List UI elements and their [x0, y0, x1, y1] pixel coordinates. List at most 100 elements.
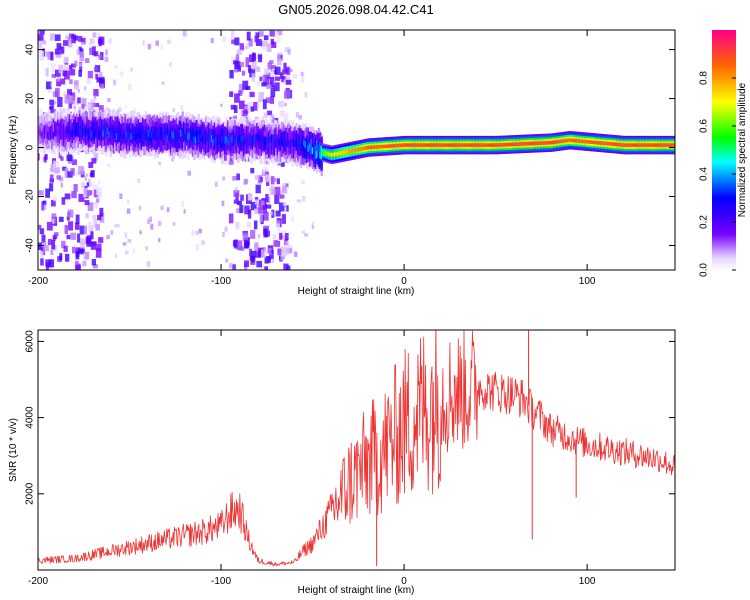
- ridge-cell: [196, 132, 199, 140]
- noise-cell: [261, 82, 267, 87]
- noise-cell: [61, 240, 66, 249]
- ridge-cell: [568, 138, 571, 143]
- ridge-cell: [592, 140, 596, 145]
- ridge-cell: [79, 130, 82, 138]
- ridge-cell: [469, 143, 473, 147]
- ridge-cell: [276, 138, 279, 152]
- noise-cell: [281, 246, 287, 257]
- noise-cell: [263, 68, 270, 77]
- ridge-cell: [96, 130, 99, 138]
- noise-cell: [272, 234, 277, 239]
- noise-cell: [63, 40, 69, 46]
- noise-cell: [238, 83, 244, 94]
- ridge-cell: [515, 142, 518, 147]
- noise-cell: [95, 73, 99, 80]
- noise-cell: [127, 199, 130, 204]
- ridge-cell: [146, 133, 149, 141]
- noise-cell: [304, 91, 308, 98]
- ridge-cell: [45, 126, 48, 134]
- noise-cell: [90, 231, 94, 240]
- noise-cell: [147, 43, 152, 50]
- colorbar-tick-label: 0.0: [699, 263, 710, 277]
- ridge-cell: [147, 129, 151, 137]
- ridge-cell: [275, 133, 278, 148]
- ridge-cell: [623, 143, 626, 147]
- ridge-cell: [87, 130, 90, 138]
- noise-cell: [87, 202, 94, 212]
- noise-cell: [60, 156, 64, 161]
- ridge-cell: [159, 128, 162, 136]
- noise-cell: [69, 65, 73, 70]
- ridge-cell: [68, 122, 71, 137]
- ridge-cell: [141, 125, 145, 140]
- noise-cell: [64, 167, 69, 178]
- ridge-cell: [540, 141, 543, 145]
- noise-cell: [130, 67, 133, 72]
- ridge-cell: [409, 143, 413, 147]
- noise-cell: [54, 232, 59, 237]
- ridge-cell: [71, 122, 74, 137]
- ridge-cell: [253, 133, 256, 140]
- noise-cell: [89, 172, 94, 177]
- noise-cell: [300, 77, 305, 83]
- y-tick-label: 20: [25, 93, 36, 105]
- noise-cell: [41, 201, 45, 211]
- noise-cell: [105, 106, 109, 111]
- ridge-cell: [108, 131, 111, 139]
- ridge-cell: [262, 137, 265, 151]
- ridge-cell: [166, 135, 170, 143]
- noise-cell: [75, 214, 80, 224]
- ridge-cell: [174, 133, 177, 141]
- noise-cell: [55, 51, 62, 58]
- noise-cell: [124, 232, 128, 239]
- noise-cell: [271, 188, 276, 195]
- ridge-cell: [543, 141, 546, 145]
- noise-cell: [274, 32, 279, 38]
- noise-cell: [281, 76, 287, 83]
- ridge-cell: [658, 143, 662, 147]
- noise-cell: [50, 82, 53, 87]
- noise-cell: [233, 199, 240, 204]
- ridge-cell: [221, 135, 224, 143]
- noise-cell: [234, 37, 240, 46]
- noise-cell: [77, 97, 81, 104]
- noise-cell: [233, 105, 238, 114]
- y-tick-label: 6000: [25, 330, 36, 353]
- ridge-cell: [310, 147, 313, 154]
- ridge-cell: [178, 132, 181, 140]
- ridge-cell: [594, 140, 597, 145]
- noise-cell: [145, 246, 148, 251]
- ridge-cell: [551, 140, 555, 145]
- ridge-cell: [295, 133, 298, 148]
- ridge-cell: [140, 133, 143, 141]
- noise-cell: [66, 151, 73, 162]
- ridge-cell: [382, 144, 385, 149]
- noise-cell: [278, 101, 284, 108]
- noise-cell: [277, 52, 281, 58]
- ridge-cell: [80, 130, 83, 138]
- noise-cell: [161, 205, 164, 210]
- noise-cell: [295, 112, 299, 118]
- ridge-cell: [109, 126, 112, 134]
- ridge-cell: [376, 145, 379, 149]
- noise-cell: [59, 253, 63, 261]
- ridge-cell: [477, 143, 480, 147]
- noise-cell: [99, 207, 104, 217]
- noise-cell: [233, 239, 239, 249]
- ridge-cell: [396, 143, 399, 148]
- ridge-cell: [345, 150, 348, 154]
- ridge-cell: [234, 135, 237, 143]
- noise-cell: [244, 205, 250, 215]
- noise-cell: [96, 243, 102, 252]
- ridge-cell: [645, 143, 648, 147]
- ridge-cell: [158, 129, 161, 137]
- ridge-cell: [93, 125, 96, 133]
- ridge-cell: [52, 131, 55, 139]
- ridge-cell: [117, 130, 120, 138]
- ridge-cell: [248, 137, 252, 145]
- ridge-cell: [448, 143, 451, 147]
- noise-cell: [279, 202, 285, 212]
- noise-cell: [284, 46, 290, 53]
- ridge-cell: [508, 142, 511, 147]
